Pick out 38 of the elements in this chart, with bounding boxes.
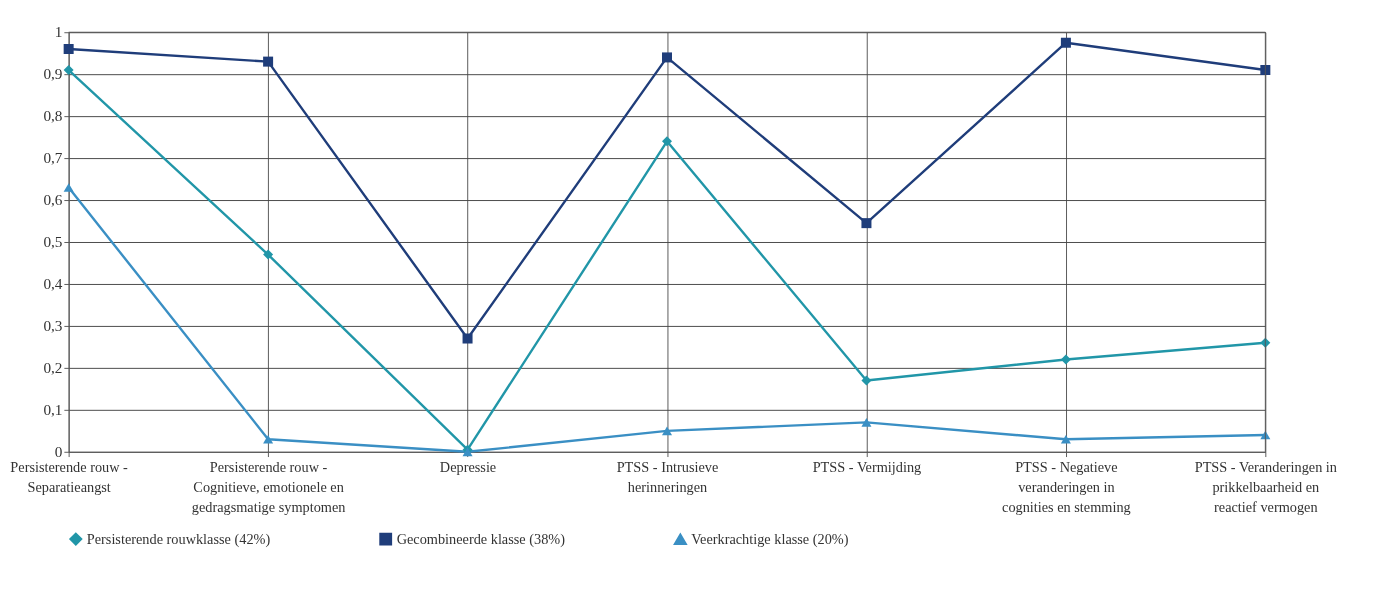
y-tick-label: 0,6 [43, 191, 63, 209]
y-tick-label: 0 [54, 443, 63, 461]
point [1060, 37, 1071, 48]
y-tick-label: 0,8 [43, 107, 63, 125]
point [861, 418, 872, 427]
point [662, 426, 672, 436]
x-tick-label: PTSS - Vermijding [812, 459, 922, 476]
y-tick-label: 0,1 [43, 401, 63, 419]
x-tick-label: PTSS - Intrusieve herinneringen [616, 459, 719, 496]
point [1260, 65, 1271, 75]
y-tick-label: 1 [54, 23, 63, 41]
point [662, 52, 672, 63]
x-tick-label: Depressie [439, 459, 497, 476]
x-tick-label: PTSS - Negatieve veranderingen in cognities en stemming [1002, 459, 1131, 516]
y-tick-label: 0,2 [43, 359, 63, 377]
y-tick-label: 0,5 [43, 233, 63, 251]
x-tick-label: Persisterende rouw - Cognitieve, emotionele en gedragsmatige symptomen [191, 459, 346, 516]
point [861, 218, 872, 229]
point [63, 65, 74, 75]
point [662, 136, 672, 147]
x-tick-label: Persisterende rouw - Separatieangst [10, 459, 129, 496]
y-tick-label: 0,7 [43, 149, 63, 167]
legend-label: Veerkrachtige klasse (20%) [691, 531, 849, 549]
y-tick-label: 0,4 [43, 275, 63, 293]
point [462, 333, 473, 344]
legend-label: Gecombineerde klasse (38%) [396, 530, 566, 548]
point [1060, 354, 1071, 365]
point [861, 375, 872, 386]
point [263, 56, 274, 67]
y-tick-label: 0,3 [43, 317, 63, 335]
y-tick-label: 0,9 [43, 65, 63, 83]
point [263, 434, 274, 444]
legend-label: Persisterende rouwklasse (42%) [86, 530, 271, 548]
point [63, 44, 74, 55]
point [63, 183, 74, 192]
point [263, 249, 274, 260]
x-tick-label: PTSS - Veranderingen in prikkelbaarheid en reactief vermogen [1194, 459, 1337, 516]
point [1060, 434, 1071, 444]
